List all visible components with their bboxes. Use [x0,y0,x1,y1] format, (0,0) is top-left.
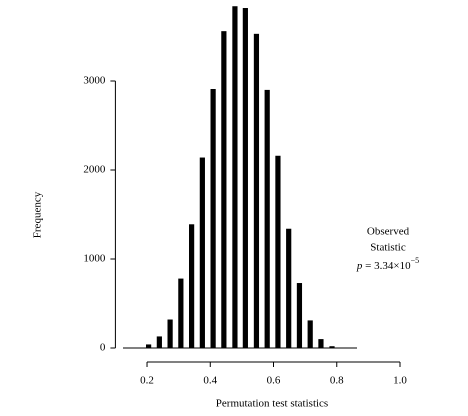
p-exponent: −5 [411,256,420,265]
annotation: Statistic [370,242,406,254]
bar [318,339,324,348]
bar [296,283,303,348]
y-axis-label: Frequency [32,191,44,238]
bar [178,278,184,348]
x-tick-label: 0.4 [203,375,217,387]
bar [156,336,162,348]
bar [210,89,216,348]
x-tick-label: 1.0 [393,375,407,387]
p-symbol: p [356,260,363,272]
bar [167,319,173,348]
bar [275,155,281,348]
annotation: Observed [367,226,410,238]
bar [189,224,195,348]
annotation: p = 3.34×10−5 [356,256,419,272]
bar [264,89,270,349]
p-text: = 3.34×10 [362,260,411,272]
x-tick-label: 0.2 [140,375,154,387]
bar [146,344,152,348]
x-tick-label: 0.6 [267,375,281,387]
bar [232,6,238,349]
bar [242,8,248,349]
bar [253,33,260,349]
bar [221,31,227,348]
y-tick-label: 1000 [83,253,106,265]
x-tick-label: 0.8 [330,375,344,387]
y-tick-label: 0 [100,342,106,354]
y-tick-label: 3000 [83,75,106,87]
bar [329,346,335,348]
bar [199,157,205,348]
y-tick-label: 2000 [83,164,106,176]
x-axis-label: Permutation test statistics [216,398,328,410]
bar [286,228,292,348]
bar [307,320,313,348]
